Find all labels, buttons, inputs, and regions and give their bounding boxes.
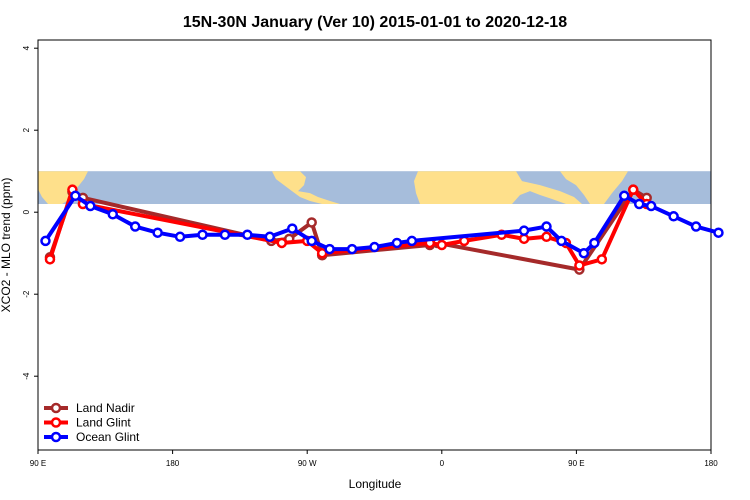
- data-point: [85, 200, 96, 212]
- data-point: [316, 247, 328, 259]
- data-point: [129, 221, 141, 232]
- data-point: [406, 235, 418, 247]
- land-shape: [560, 171, 628, 204]
- data-point: [541, 221, 552, 232]
- data-point: [633, 198, 645, 210]
- data-point: [174, 231, 186, 243]
- legend-swatch-marker: [50, 417, 62, 428]
- data-point: [518, 233, 530, 245]
- legend-swatch-marker: [50, 402, 62, 414]
- data-point: [286, 223, 298, 234]
- data-point: [645, 200, 657, 212]
- data-point: [556, 235, 567, 247]
- data-point: [541, 231, 552, 243]
- data-point: [391, 237, 403, 249]
- x-tick-label: 90 E: [568, 459, 584, 468]
- series-ocean-glint: [40, 190, 724, 259]
- data-point: [107, 209, 119, 220]
- data-point: [596, 254, 608, 265]
- legend-label: Land Glint: [76, 416, 131, 430]
- data-point: [40, 235, 51, 247]
- legend-label: Ocean Glint: [76, 430, 140, 444]
- y-tick-label: 0: [22, 209, 31, 214]
- x-tick-label: 180: [166, 459, 180, 468]
- x-tick-label: 0: [440, 459, 445, 468]
- x-tick-label: 90 E: [30, 459, 46, 468]
- land-shape: [38, 171, 88, 204]
- plot-frame: [37, 39, 712, 451]
- y-axis: 4 2 0 -2 -4: [22, 45, 38, 380]
- y-tick-label: -2: [22, 290, 31, 298]
- data-point: [306, 217, 317, 228]
- data-point: [306, 235, 317, 247]
- data-point: [197, 229, 208, 240]
- legend-item: Land Nadir: [44, 401, 135, 415]
- data-point: [436, 239, 448, 251]
- data-point: [276, 237, 288, 249]
- legend-item: Ocean Glint: [44, 430, 140, 444]
- data-point: [264, 231, 276, 243]
- data-point: [627, 184, 639, 195]
- data-point: [668, 211, 679, 222]
- data-point: [518, 225, 530, 236]
- data-point: [346, 243, 358, 255]
- data-point: [589, 237, 600, 249]
- data-point: [574, 260, 585, 271]
- y-axis-label: XCO2 - MLO trend (ppm): [0, 178, 13, 313]
- data-point: [242, 229, 253, 240]
- chart-title: 15N-30N January (Ver 10) 2015-01-01 to 2…: [183, 14, 567, 31]
- y-tick-label: 4: [22, 45, 31, 50]
- legend-swatch-marker: [50, 431, 62, 443]
- data-point: [619, 190, 630, 202]
- legend-label: Land Nadir: [76, 401, 135, 415]
- data-point: [713, 227, 724, 238]
- data-point: [578, 247, 590, 259]
- x-axis-label: Longitude: [349, 477, 402, 491]
- series-layer: [40, 184, 724, 275]
- data-point: [369, 241, 380, 253]
- legend-item: Land Glint: [44, 416, 131, 430]
- y-tick-label: 2: [22, 127, 31, 132]
- x-tick-label: 90 W: [298, 459, 317, 468]
- x-tick-label: 180: [704, 459, 718, 468]
- data-point: [70, 190, 81, 202]
- y-tick-label: -4: [22, 372, 31, 380]
- data-point: [152, 227, 163, 238]
- data-point: [690, 221, 702, 232]
- land-shape: [272, 171, 340, 204]
- world-map-band: [38, 171, 711, 204]
- x-axis: 90 E 180 90 W 0 90 E 180: [30, 450, 718, 468]
- data-point: [44, 254, 56, 265]
- land-shape: [414, 171, 582, 204]
- data-point: [219, 229, 231, 240]
- data-point: [324, 243, 335, 255]
